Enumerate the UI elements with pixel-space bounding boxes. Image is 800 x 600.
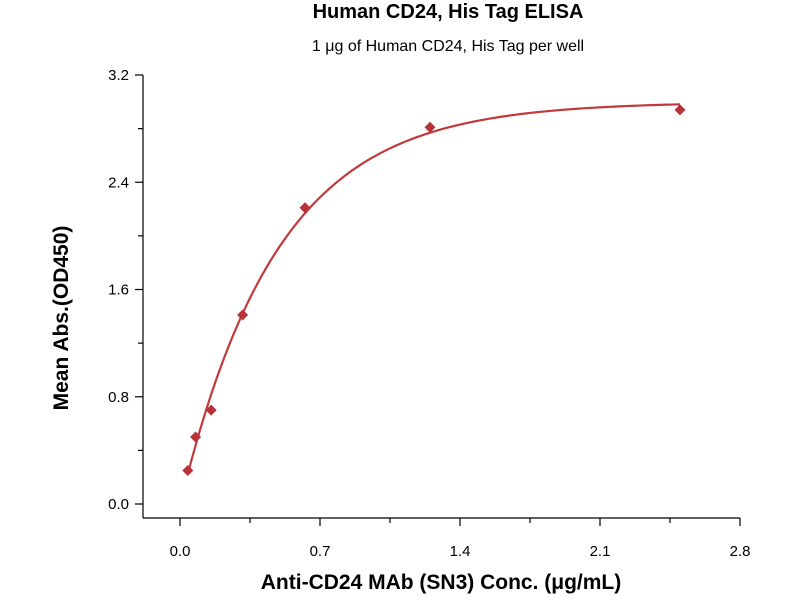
data-point: [237, 309, 249, 321]
ticks: [135, 74, 741, 526]
x-tick-label: 1.4: [450, 543, 471, 560]
chart-subtitle: 1 μg of Human CD24, His Tag per well: [312, 38, 584, 55]
data-point: [299, 202, 311, 214]
y-axis-label: Mean Abs.(OD450): [50, 226, 73, 411]
y-tick-label: 0.8: [108, 389, 129, 406]
y-tick-label: 1.6: [108, 282, 129, 299]
chart-title: Human CD24, His Tag ELISA: [313, 1, 584, 23]
axes: [142, 75, 740, 519]
y-tick-label: 3.2: [108, 67, 129, 84]
x-tick-label: 2.1: [590, 543, 611, 560]
fit-curve: [186, 103, 681, 475]
data-point: [424, 121, 436, 133]
y-tick-label: 2.4: [108, 174, 129, 191]
data-point: [674, 104, 686, 116]
data-point: [182, 464, 194, 476]
data-point: [190, 431, 202, 443]
x-axis-label: Anti-CD24 MAb (SN3) Conc. (μg/mL): [261, 571, 622, 594]
data-points: [182, 104, 686, 476]
x-tick-label: 0.0: [170, 543, 191, 560]
x-tick-label: 2.8: [730, 543, 751, 560]
x-tick-label: 0.7: [310, 543, 331, 560]
tick-labels: 0.0 0.8 1.6 2.4 3.2 0.0 0.7 1.4 2.1 2.8: [108, 67, 750, 560]
data-point: [205, 404, 217, 416]
y-tick-label: 0.0: [108, 496, 129, 513]
